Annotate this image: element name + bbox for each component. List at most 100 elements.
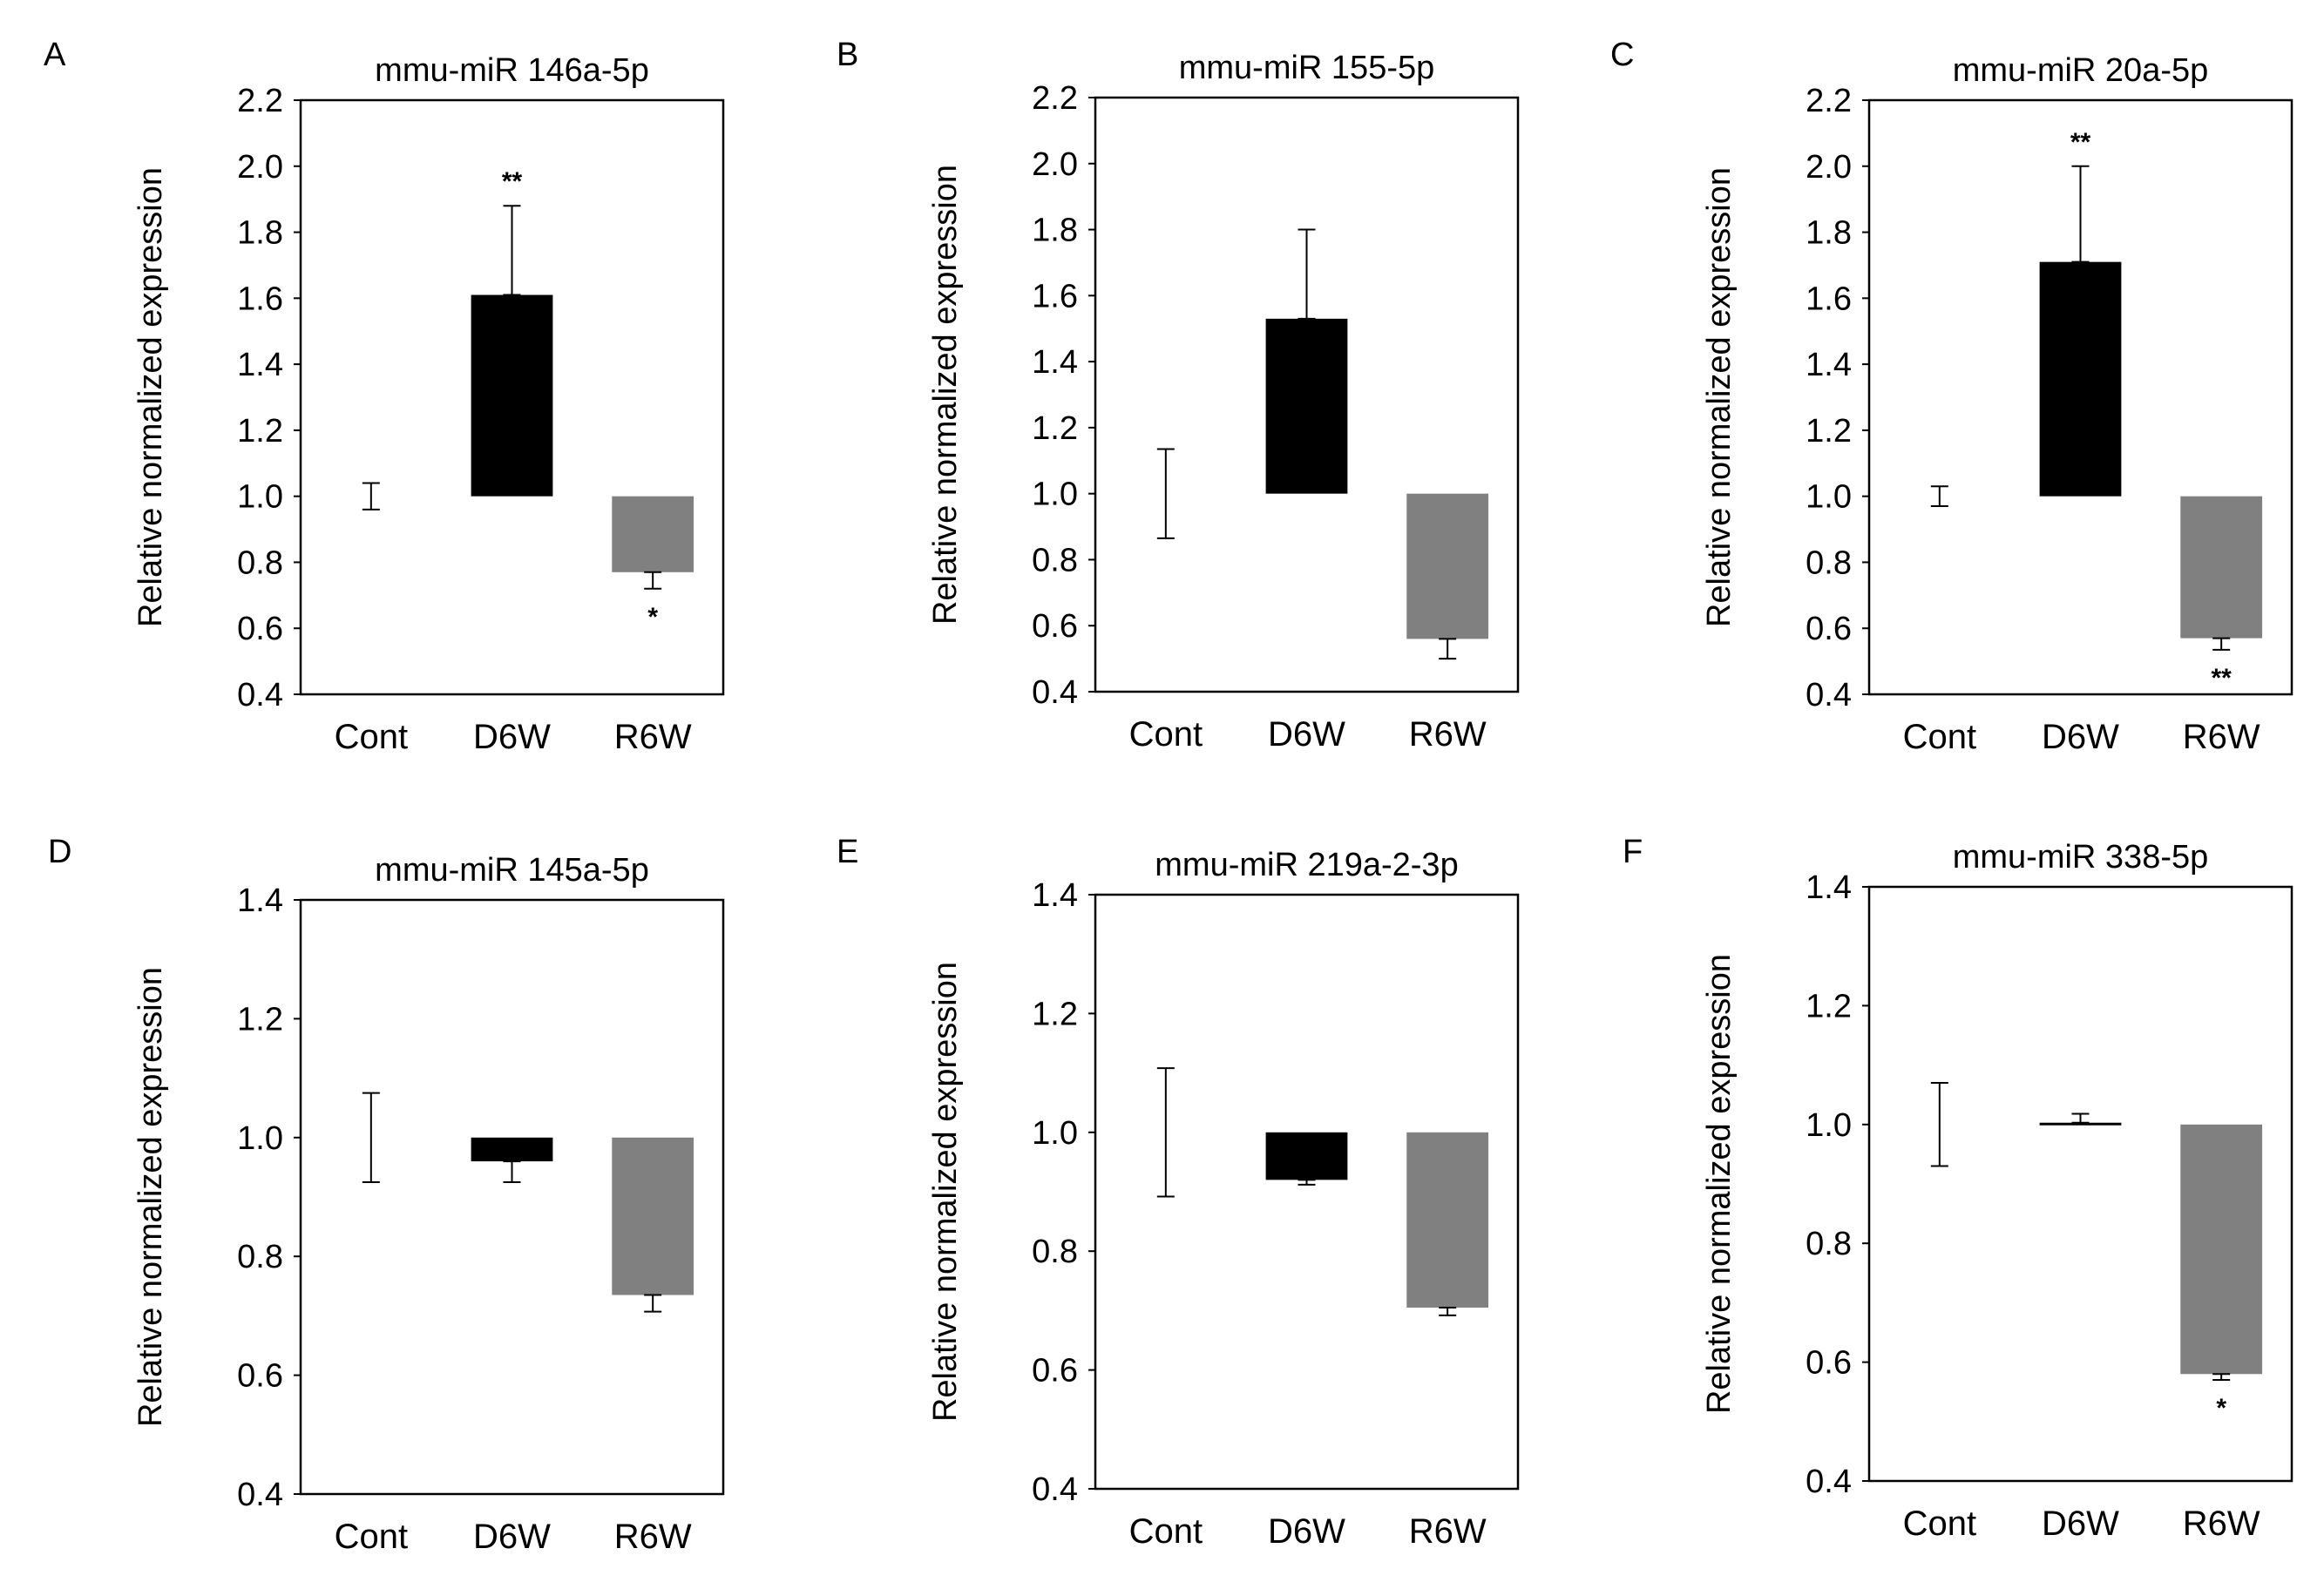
y-tick-label: 1.8 bbox=[237, 215, 283, 252]
y-tick-label: 1.4 bbox=[1806, 347, 1852, 383]
y-tick-label: 1.4 bbox=[1806, 869, 1852, 906]
y-tick-label: 0.6 bbox=[1032, 608, 1078, 645]
x-tick-label: D6W bbox=[473, 1518, 551, 1556]
significance-marker: ** bbox=[2211, 664, 2232, 693]
bar-d6w bbox=[1265, 318, 1348, 494]
error-bar-cont bbox=[362, 1092, 380, 1183]
x-tick-label: R6W bbox=[614, 718, 692, 756]
panel-letter: C bbox=[1610, 37, 1634, 73]
error-bar-d6w bbox=[503, 205, 521, 296]
y-axis-label: Relative normalized expression bbox=[132, 167, 169, 627]
y-tick-label: 0.8 bbox=[237, 544, 283, 581]
bar-d6w bbox=[2039, 261, 2122, 497]
error-bar-r6w bbox=[1439, 1306, 1457, 1316]
y-tick-label: 0.4 bbox=[1032, 674, 1078, 711]
plot-frame bbox=[299, 898, 725, 1496]
y-tick-label: 1.4 bbox=[1032, 877, 1078, 914]
y-tick-label: 1.2 bbox=[237, 1001, 283, 1038]
error-bar-d6w bbox=[2071, 1112, 2090, 1124]
y-axis-label: Relative normalized expression bbox=[1701, 954, 1738, 1414]
chart-title: mmu-miR 219a-2-3p bbox=[1155, 847, 1458, 883]
y-tick-label: 1.8 bbox=[1806, 215, 1852, 252]
x-tick-label: D6W bbox=[1268, 1512, 1345, 1551]
y-tick-label: 2.0 bbox=[237, 149, 283, 186]
bar-d6w bbox=[2039, 1122, 2122, 1126]
y-tick-label: 0.4 bbox=[237, 1477, 283, 1513]
y-tick-label: 0.6 bbox=[237, 611, 283, 647]
x-tick-label: R6W bbox=[2183, 718, 2260, 756]
y-tick-label: 0.4 bbox=[1032, 1471, 1078, 1508]
y-axis-label: Relative normalized expression bbox=[927, 165, 964, 625]
significance-marker: ** bbox=[2070, 128, 2091, 157]
x-tick-label: Cont bbox=[335, 718, 409, 756]
x-tick-label: R6W bbox=[1409, 715, 1487, 754]
significance-marker: * bbox=[647, 603, 658, 632]
panel-letter: B bbox=[837, 37, 858, 73]
y-tick-label: 0.6 bbox=[1806, 1345, 1852, 1382]
x-tick-label: D6W bbox=[2042, 718, 2119, 756]
x-tick-label: R6W bbox=[1409, 1512, 1487, 1551]
y-tick-label: 0.8 bbox=[1032, 1234, 1078, 1270]
y-tick-label: 0.4 bbox=[1806, 1464, 1852, 1500]
y-tick-label: 2.2 bbox=[1032, 80, 1078, 117]
bar-r6w bbox=[1406, 493, 1489, 639]
chart-title: mmu-miR 145a-5p bbox=[375, 852, 649, 889]
panel-letter: F bbox=[1623, 834, 1643, 870]
bar-d6w bbox=[1265, 1132, 1348, 1180]
error-bar-d6w bbox=[1298, 228, 1316, 320]
y-tick-label: 2.0 bbox=[1806, 149, 1852, 186]
y-tick-label: 1.6 bbox=[1806, 281, 1852, 317]
significance-marker: * bbox=[2216, 1394, 2226, 1423]
error-bar-cont bbox=[362, 482, 380, 511]
plot-frame bbox=[1867, 98, 2294, 696]
y-tick-label: 0.6 bbox=[237, 1358, 283, 1395]
y-tick-label: 1.2 bbox=[1032, 996, 1078, 1032]
error-bar-r6w bbox=[1439, 638, 1457, 660]
x-tick-label: Cont bbox=[1903, 718, 1977, 756]
bar-r6w bbox=[2180, 496, 2263, 639]
panel-letter: D bbox=[48, 834, 71, 870]
error-bar-r6w bbox=[2212, 637, 2231, 651]
y-tick-label: 1.2 bbox=[1806, 988, 1852, 1024]
y-tick-label: 0.8 bbox=[1806, 1226, 1852, 1262]
y-tick-label: 2.0 bbox=[1032, 146, 1078, 183]
y-tick-label: 0.8 bbox=[1806, 544, 1852, 581]
y-axis-label: Relative normalized expression bbox=[132, 967, 169, 1427]
error-bar-cont bbox=[1156, 1067, 1175, 1198]
x-tick-label: Cont bbox=[1129, 1512, 1203, 1551]
y-tick-label: 1.0 bbox=[1806, 1107, 1852, 1144]
y-tick-label: 0.8 bbox=[237, 1239, 283, 1275]
y-tick-label: 2.2 bbox=[1806, 83, 1852, 119]
y-tick-label: 1.2 bbox=[237, 413, 283, 450]
x-tick-label: D6W bbox=[1268, 715, 1345, 754]
bar-r6w bbox=[2180, 1124, 2263, 1375]
x-tick-label: R6W bbox=[2183, 1504, 2260, 1543]
y-tick-label: 1.0 bbox=[237, 479, 283, 516]
bar-d6w bbox=[471, 294, 553, 497]
y-tick-label: 1.0 bbox=[1032, 1115, 1078, 1152]
y-tick-label: 0.6 bbox=[1806, 611, 1852, 647]
error-bar-cont bbox=[1930, 485, 1948, 508]
y-tick-label: 1.4 bbox=[237, 347, 283, 383]
chart-title: mmu-miR 338-5p bbox=[1953, 839, 2209, 876]
y-tick-label: 1.6 bbox=[1032, 278, 1078, 314]
x-tick-label: R6W bbox=[614, 1518, 692, 1556]
error-bar-d6w bbox=[2071, 165, 2090, 263]
bar-r6w bbox=[612, 496, 694, 572]
error-bar-cont bbox=[1930, 1082, 1948, 1167]
y-tick-label: 0.4 bbox=[1806, 677, 1852, 713]
x-tick-label: D6W bbox=[2042, 1504, 2119, 1543]
error-bar-r6w bbox=[644, 1294, 662, 1313]
error-bar-r6w bbox=[644, 571, 662, 590]
significance-marker: ** bbox=[502, 167, 523, 196]
y-tick-label: 1.2 bbox=[1032, 410, 1078, 447]
chart-title: mmu-miR 155-5p bbox=[1179, 50, 1435, 86]
y-tick-label: 2.2 bbox=[237, 83, 283, 119]
chart-title: mmu-miR 146a-5p bbox=[375, 52, 649, 89]
y-tick-label: 1.0 bbox=[1806, 479, 1852, 516]
